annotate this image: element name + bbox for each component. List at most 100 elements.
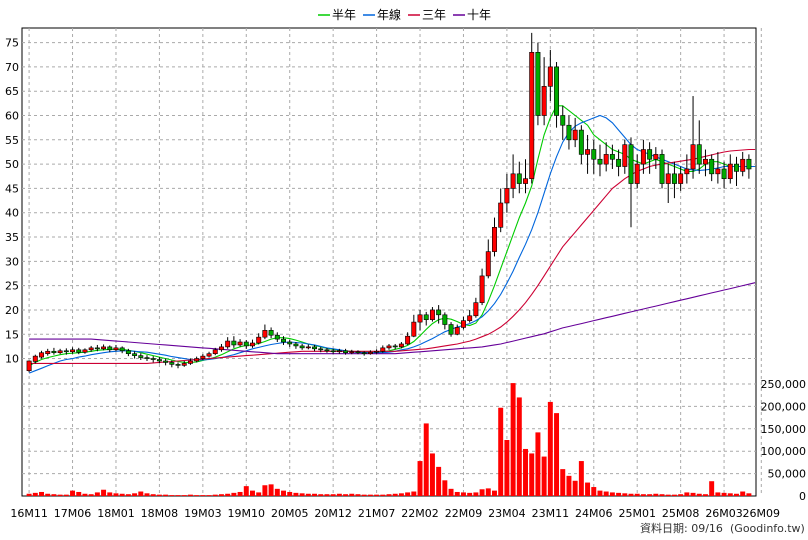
- candle: [609, 144, 615, 169]
- volume-bar: [498, 407, 504, 496]
- candle: [498, 188, 504, 233]
- volume-bar: [305, 493, 311, 496]
- x-tick-label: 23M04: [488, 507, 526, 520]
- volume-bar: [411, 491, 417, 496]
- candle: [411, 314, 417, 338]
- volume-bar: [194, 495, 200, 496]
- candle: [560, 105, 566, 140]
- volume-bar: [547, 401, 553, 496]
- volume-bar: [678, 494, 684, 496]
- candle: [39, 350, 44, 359]
- candle-body: [721, 168, 727, 179]
- volume-bar: [504, 440, 510, 496]
- candle: [665, 164, 671, 203]
- volume-bar: [702, 494, 708, 496]
- candle-body: [274, 334, 280, 340]
- candle: [150, 356, 156, 363]
- volume-bar: [57, 494, 63, 496]
- candle-body: [70, 349, 76, 353]
- candle-body: [715, 168, 721, 175]
- candle: [336, 348, 342, 354]
- candle-body: [355, 351, 361, 354]
- candle: [647, 142, 653, 174]
- candle: [88, 345, 94, 352]
- candle-body: [181, 363, 187, 366]
- volume-bar: [380, 494, 386, 496]
- volume-bar: [76, 491, 82, 496]
- candle: [721, 161, 727, 189]
- candle-body: [200, 355, 206, 359]
- volume-bar: [740, 491, 746, 496]
- candle-body: [659, 154, 665, 184]
- volume-bar: [187, 494, 193, 496]
- candle-body: [734, 163, 739, 172]
- volume-bar: [709, 481, 715, 496]
- candle: [715, 151, 721, 184]
- candle: [194, 356, 200, 363]
- candle: [243, 340, 249, 349]
- candle-body: [479, 275, 485, 303]
- candle: [523, 159, 528, 194]
- candle-body: [367, 351, 373, 354]
- candle-body: [423, 314, 429, 320]
- volume-bar: [541, 456, 547, 496]
- price-tick-label: 70: [5, 61, 19, 74]
- candle: [262, 324, 268, 340]
- volume-bar: [231, 492, 237, 496]
- candle-body: [616, 158, 622, 167]
- candle-body: [113, 347, 119, 351]
- x-tick-label: 18M01: [97, 507, 135, 520]
- candle-body: [504, 188, 510, 204]
- candle: [45, 348, 51, 356]
- candle-body: [194, 358, 200, 362]
- x-tick-label: 16M11: [10, 507, 48, 520]
- volume-bar: [45, 493, 51, 496]
- volume-bar: [523, 448, 528, 496]
- candle: [448, 322, 454, 337]
- candle-body: [256, 336, 262, 344]
- candle: [442, 312, 448, 330]
- candle-body: [498, 202, 504, 228]
- x-tick-label: 22M02: [401, 507, 439, 520]
- candle: [653, 147, 659, 169]
- candle-body: [318, 348, 324, 351]
- volume-bars: [26, 383, 752, 496]
- candle-body: [101, 346, 107, 350]
- volume-bar: [138, 491, 144, 496]
- ma-line-1: [28, 105, 756, 367]
- volume-bar: [653, 493, 659, 496]
- volume-bar: [479, 489, 485, 496]
- candle-body: [541, 86, 547, 116]
- candle: [181, 360, 187, 367]
- volume-bar: [32, 492, 38, 496]
- candle-body: [684, 168, 690, 175]
- candle: [504, 173, 510, 213]
- candle: [367, 350, 373, 355]
- volume-tick-label: 100,000: [761, 445, 807, 458]
- candle: [640, 139, 646, 174]
- candle: [671, 161, 677, 199]
- x-tick-label: 18M08: [141, 507, 179, 520]
- volume-tick-label: 0: [799, 490, 806, 503]
- candle: [634, 154, 640, 189]
- candle-body: [622, 144, 628, 167]
- candle: [473, 297, 479, 318]
- x-tick-label: 21M07: [358, 507, 396, 520]
- candle-body: [144, 357, 150, 359]
- candle-body: [566, 124, 572, 141]
- candle: [101, 344, 107, 351]
- volume-bar: [585, 482, 591, 496]
- volume-bar: [436, 466, 442, 496]
- candle: [374, 349, 380, 354]
- volume-bar: [324, 494, 330, 496]
- volume-bar: [460, 492, 466, 496]
- candle-body: [640, 149, 646, 165]
- volume-bar: [367, 494, 373, 496]
- candle-body: [156, 359, 162, 362]
- volume-bar: [299, 493, 305, 496]
- candle: [169, 360, 175, 368]
- volume-bar: [330, 494, 336, 496]
- candle-body: [187, 360, 193, 364]
- volume-bar: [423, 423, 429, 496]
